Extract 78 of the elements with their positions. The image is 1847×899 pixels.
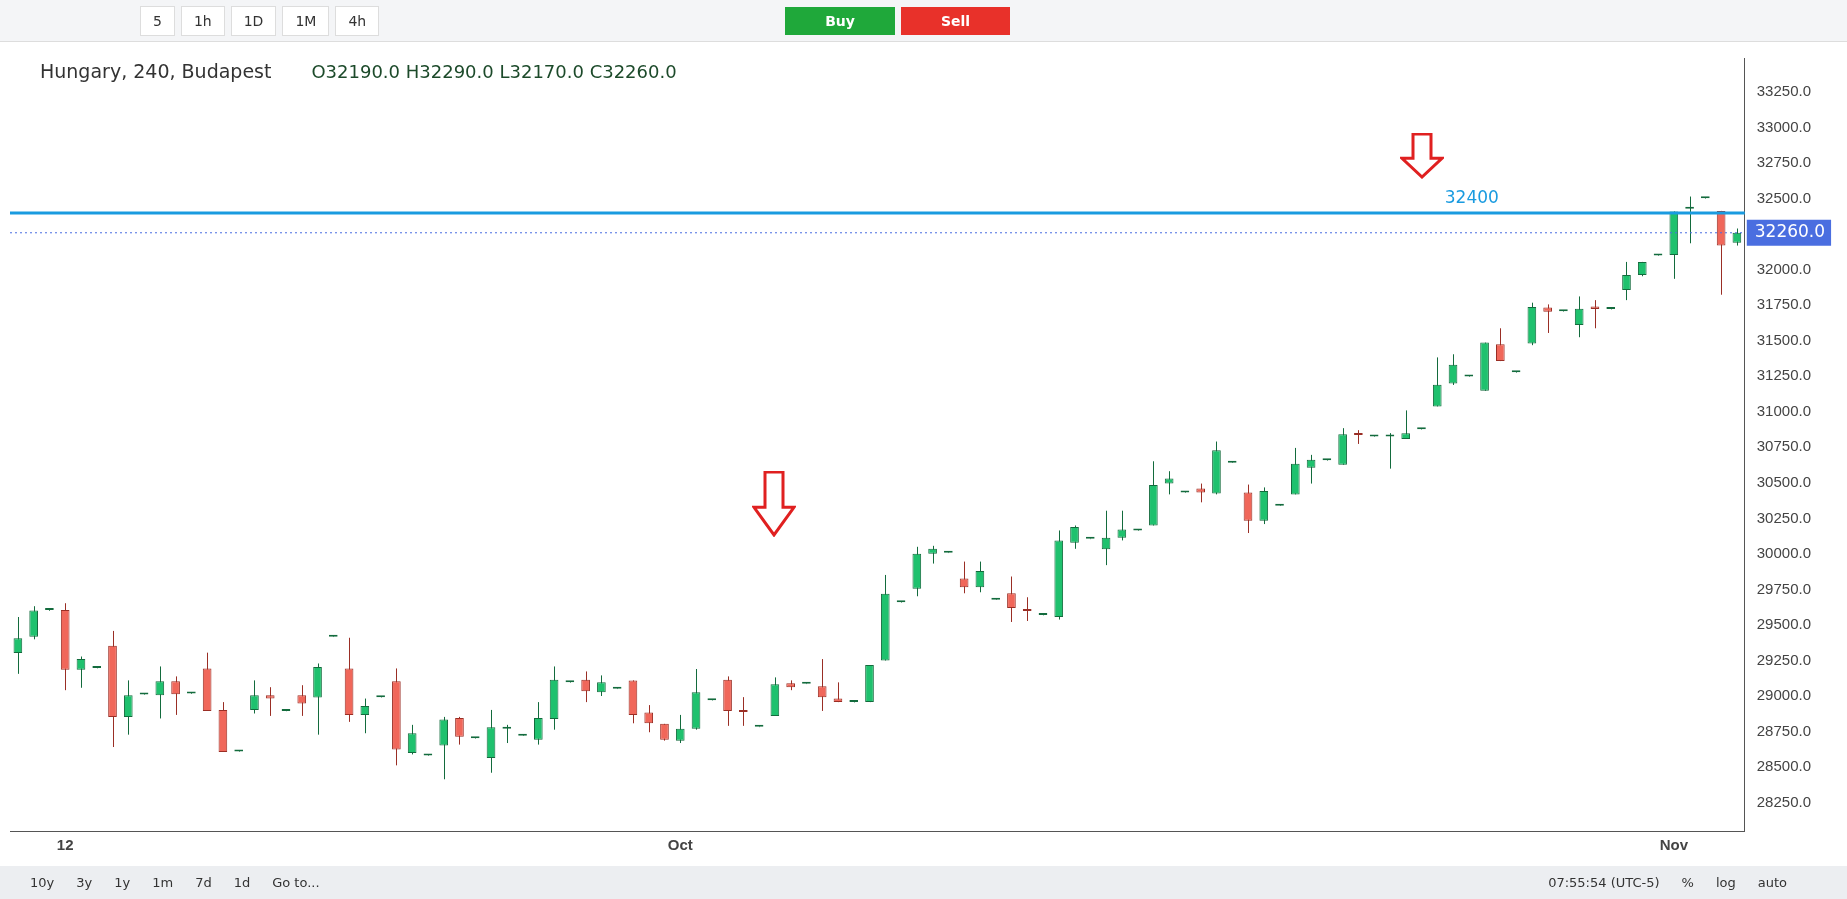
candlestick xyxy=(817,658,827,712)
candlestick xyxy=(297,684,307,717)
candlestick xyxy=(13,616,23,675)
text: 1D xyxy=(230,5,277,36)
y-tick-label: 29000.0 xyxy=(1756,686,1812,704)
candlestick xyxy=(1496,327,1505,362)
candlestick xyxy=(1007,576,1016,623)
y-tick-label: 33000.0 xyxy=(1756,117,1812,135)
candlestick xyxy=(407,724,417,755)
text: 07:55:54 (UTC-5) xyxy=(1548,875,1660,890)
candlestick xyxy=(123,679,133,736)
text: Sell xyxy=(900,6,1011,35)
candlestick xyxy=(675,714,685,744)
y-tick-label: 33250.0 xyxy=(1756,82,1812,100)
candlestick xyxy=(155,665,165,719)
y-tick-label: 28250.0 xyxy=(1756,792,1812,810)
text: 5 xyxy=(140,5,175,36)
text: Buy xyxy=(785,6,895,35)
text: 7d xyxy=(195,875,212,890)
y-tick-label: 31250.0 xyxy=(1756,366,1812,384)
y-tick-label: 30500.0 xyxy=(1756,473,1812,491)
chart-title: Hungary, 240, Budapest xyxy=(40,60,272,82)
y-tick-label: 32750.0 xyxy=(1756,153,1812,171)
text: log xyxy=(1715,875,1736,890)
text: 4h xyxy=(335,5,380,36)
candlestick xyxy=(597,674,606,697)
candlestick xyxy=(1070,524,1079,550)
candlestick xyxy=(739,696,748,727)
y-tick-label: 32000.0 xyxy=(1756,259,1812,277)
y-tick-label: 32500.0 xyxy=(1756,188,1812,206)
y-tick-label: 30000.0 xyxy=(1756,544,1812,562)
text: 10y xyxy=(30,875,55,890)
candlestick xyxy=(1022,596,1032,622)
text: auto xyxy=(1757,875,1787,890)
text: Go to... xyxy=(272,875,320,890)
y-tick-label: 30250.0 xyxy=(1756,508,1812,526)
candlestick xyxy=(1622,261,1631,301)
y-tick-label: 31500.0 xyxy=(1756,330,1812,348)
candlestick xyxy=(76,656,86,689)
candlestick xyxy=(581,670,590,703)
candlestick xyxy=(455,716,464,746)
x-tick-label: Nov xyxy=(1659,836,1689,854)
text: 1M xyxy=(282,5,330,36)
candlestick xyxy=(360,698,370,734)
candlestick xyxy=(1164,470,1174,495)
candlestick xyxy=(896,600,906,603)
candlestick xyxy=(1196,483,1206,503)
candlestick xyxy=(1117,510,1127,541)
ref-line-label: 32260.0 xyxy=(1754,221,1826,242)
text: % xyxy=(1681,875,1694,890)
candlestick xyxy=(533,701,543,746)
y-tick-label: 28750.0 xyxy=(1756,721,1812,739)
candlestick xyxy=(1401,409,1411,440)
x-tick-label: 12 xyxy=(56,836,74,854)
x-tick-label: Oct xyxy=(667,836,693,854)
candlestick xyxy=(171,675,180,716)
y-tick-label: 29500.0 xyxy=(1756,615,1812,633)
y-tick-label: 31000.0 xyxy=(1756,401,1812,419)
y-tick-label: 29750.0 xyxy=(1756,579,1812,597)
text: 1y xyxy=(114,875,131,890)
candlestick xyxy=(1574,295,1584,338)
text: 3y xyxy=(76,875,93,890)
candlestick xyxy=(265,686,275,717)
text: 1h xyxy=(180,5,225,36)
text: 1d xyxy=(233,875,251,890)
candlestick xyxy=(644,704,654,733)
y-tick-label: 28500.0 xyxy=(1756,757,1812,775)
candlestick xyxy=(1432,356,1442,407)
candlestick xyxy=(1306,454,1316,485)
y-tick-label: 29250.0 xyxy=(1756,650,1812,668)
candlestick xyxy=(959,561,969,594)
y-tick-label: 31750.0 xyxy=(1756,295,1812,313)
text: 1m xyxy=(152,875,174,890)
candlestick xyxy=(1543,303,1552,334)
ref-line-label: 32400 xyxy=(1444,186,1499,207)
chart-subtitle: O32190.0 H32290.0 L32170.0 C32260.0 xyxy=(311,61,677,82)
y-tick-label: 30750.0 xyxy=(1756,437,1812,455)
candlestick xyxy=(250,679,259,714)
